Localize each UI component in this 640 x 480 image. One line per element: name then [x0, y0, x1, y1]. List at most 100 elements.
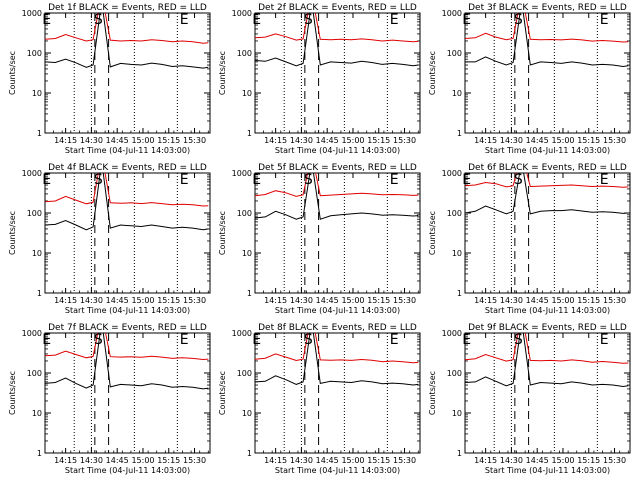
x-tick-label: 15:15: [577, 136, 600, 145]
y-tick-label: 10: [242, 409, 252, 418]
y-tick-label: 1: [37, 449, 42, 458]
x-tick-label: 14:15: [474, 136, 497, 145]
y-tick-label: 1: [37, 129, 42, 138]
event-marker-label: S: [304, 12, 313, 28]
panel-title: Det 4f BLACK = Events, RED = LLD: [48, 163, 207, 173]
y-tick-label: 10: [452, 89, 462, 98]
event-marker-label: E: [390, 172, 399, 188]
panel-title: Det 7f BLACK = Events, RED = LLD: [48, 323, 207, 333]
series-line-events: [465, 333, 629, 388]
detector-panel-4: Det 4f BLACK = Events, RED = LLD Counts/s…: [8, 163, 211, 315]
y-axis-label: Counts/sec: [218, 211, 227, 255]
panel-title: Det 2f BLACK = Events, RED = LLD: [258, 3, 417, 13]
y-tick-label: 1000: [22, 329, 42, 338]
y-tick-label: 1000: [22, 169, 42, 178]
x-tick-label: 14:30: [500, 456, 523, 465]
x-tick-label: 14:15: [54, 456, 77, 465]
event-marker-label: E: [390, 12, 399, 28]
series-line-lld: [45, 13, 209, 44]
event-marker-label: S: [94, 12, 103, 28]
y-tick-label: 1: [457, 129, 462, 138]
series-line-events: [45, 333, 209, 390]
x-tick-label: 14:45: [316, 296, 339, 305]
x-tick-label: 14:45: [106, 456, 129, 465]
y-tick-label: 1000: [442, 9, 462, 18]
x-tick-label: 15:15: [577, 456, 600, 465]
y-axis-label: Counts/sec: [8, 211, 17, 255]
x-tick-label: 15:30: [183, 296, 206, 305]
x-tick-label: 15:00: [341, 456, 364, 465]
event-marker-label: S: [514, 332, 523, 348]
y-tick-label: 100: [237, 49, 252, 58]
y-tick-label: 1: [37, 289, 42, 298]
x-tick-label: 15:15: [157, 296, 180, 305]
y-axis-label: Counts/sec: [428, 371, 437, 415]
event-marker-label: S: [304, 172, 313, 188]
x-tick-label: 15:00: [551, 456, 574, 465]
x-tick-label: 14:15: [54, 296, 77, 305]
y-tick-label: 100: [447, 369, 462, 378]
series-line-lld: [255, 173, 419, 197]
x-axis-label: Start Time (04-Jul-11 14:03:00): [275, 146, 400, 155]
panel-title: Det 9f BLACK = Events, RED = LLD: [468, 323, 627, 333]
x-tick-label: 14:30: [500, 296, 523, 305]
panel-title: Det 6f BLACK = Events, RED = LLD: [468, 163, 627, 173]
x-tick-label: 15:30: [393, 136, 416, 145]
x-tick-label: 15:00: [551, 296, 574, 305]
x-axis-label: Start Time (04-Jul-11 14:03:00): [65, 466, 190, 475]
event-marker-label: E: [42, 332, 51, 348]
y-tick-label: 1: [247, 449, 252, 458]
detector-panel-8: Det 8f BLACK = Events, RED = LLD Counts/s…: [218, 323, 421, 475]
event-marker-label: E: [600, 332, 609, 348]
y-tick-label: 100: [27, 369, 42, 378]
y-axis-label: Counts/sec: [218, 371, 227, 415]
x-tick-label: 15:30: [603, 136, 626, 145]
detector-panel-3: Det 3f BLACK = Events, RED = LLD Counts/s…: [428, 3, 631, 155]
y-tick-label: 1: [247, 289, 252, 298]
detector-panel-6: Det 6f BLACK = Events, RED = LLD Counts/s…: [428, 163, 631, 315]
x-tick-label: 14:45: [316, 136, 339, 145]
x-tick-label: 15:00: [341, 296, 364, 305]
series-line-events: [45, 13, 209, 69]
plot-frame: [464, 332, 631, 454]
y-axis-label: Counts/sec: [8, 371, 17, 415]
series-line-lld: [45, 333, 209, 361]
detector-panel-7: Det 7f BLACK = Events, RED = LLD Counts/s…: [8, 323, 211, 475]
y-tick-label: 1: [457, 289, 462, 298]
y-tick-label: 10: [32, 89, 42, 98]
x-tick-label: 15:00: [131, 296, 154, 305]
plot-frame: [254, 172, 421, 294]
y-tick-label: 10: [242, 249, 252, 258]
x-tick-label: 14:15: [264, 136, 287, 145]
x-axis-label: Start Time (04-Jul-11 14:03:00): [485, 306, 610, 315]
x-tick-label: 14:30: [290, 296, 313, 305]
x-tick-label: 15:15: [157, 136, 180, 145]
y-tick-label: 100: [27, 209, 42, 218]
event-marker-label: E: [180, 12, 189, 28]
y-tick-label: 1: [247, 129, 252, 138]
y-tick-label: 1: [457, 449, 462, 458]
y-tick-label: 10: [242, 89, 252, 98]
x-axis-label: Start Time (04-Jul-11 14:03:00): [65, 146, 190, 155]
panel-title: Det 8f BLACK = Events, RED = LLD: [258, 323, 417, 333]
x-tick-label: 15:15: [577, 296, 600, 305]
series-line-lld: [255, 13, 419, 43]
y-tick-label: 1000: [442, 329, 462, 338]
panel-title: Det 3f BLACK = Events, RED = LLD: [468, 3, 627, 13]
x-axis-label: Start Time (04-Jul-11 14:03:00): [485, 146, 610, 155]
x-tick-label: 14:45: [106, 296, 129, 305]
series-line-lld: [255, 333, 419, 364]
event-marker-label: E: [252, 332, 261, 348]
panel-title: Det 5f BLACK = Events, RED = LLD: [258, 163, 417, 173]
y-tick-label: 1000: [232, 9, 252, 18]
y-axis-label: Counts/sec: [428, 51, 437, 95]
plot-frame: [44, 12, 211, 134]
y-tick-label: 10: [32, 409, 42, 418]
x-tick-label: 15:30: [603, 296, 626, 305]
event-marker-label: E: [390, 332, 399, 348]
event-marker-label: E: [252, 12, 261, 28]
event-marker-label: E: [42, 172, 51, 188]
y-tick-label: 10: [452, 409, 462, 418]
x-axis-label: Start Time (04-Jul-11 14:03:00): [275, 306, 400, 315]
